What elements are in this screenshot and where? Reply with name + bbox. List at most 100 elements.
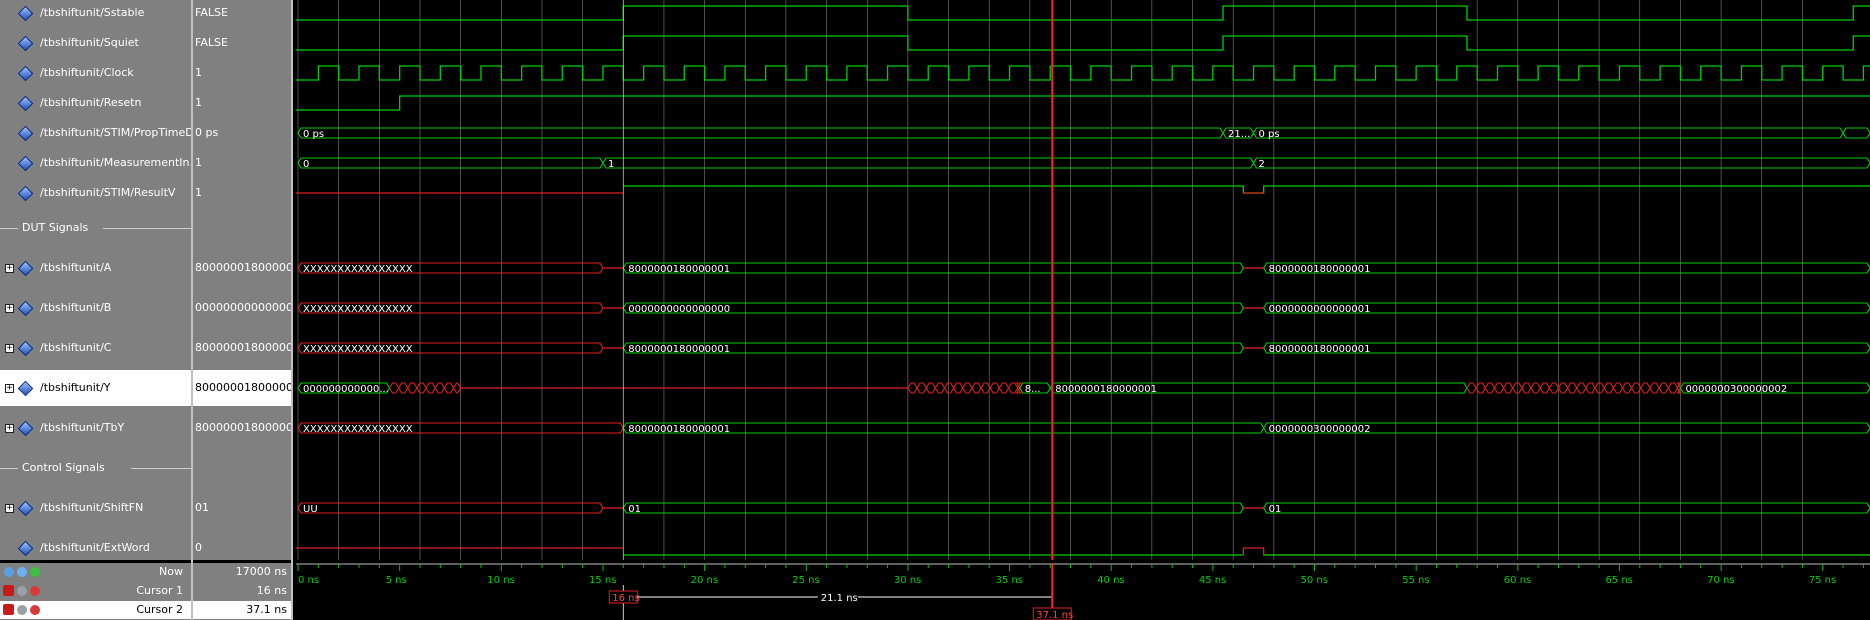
bus-segment [1263,422,1870,434]
bus-segment [1548,382,1560,394]
bus-value: 0000000300000002 [1269,424,1371,435]
bit-waveform [296,35,1870,51]
ruler-label: 70 ns [1707,575,1734,586]
signal-row[interactable]: + /tbshiftunit/C [0,337,191,359]
signal-row[interactable]: + /tbshiftunit/B [0,297,191,319]
signal-name: /tbshiftunit/Y [40,381,111,394]
bus-segment [1512,382,1523,394]
bus-segment [1576,382,1587,394]
bus-segment [998,382,1010,394]
ruler-label: 35 ns [996,575,1023,586]
bus-value: 2 [1259,159,1265,170]
expand-icon[interactable]: + [5,263,14,273]
bus-segment [425,382,436,394]
bus-segment [1521,382,1532,394]
signal-row[interactable]: /tbshiftunit/MeasurementIn... [0,152,191,174]
signal-value: 8000000180000001 [195,421,291,434]
signal-value: 1 [195,96,202,109]
signal-name: /tbshiftunit/Clock [40,66,134,79]
bus-segment [452,382,462,394]
signal-row[interactable]: + /tbshiftunit/ShiftFN [0,497,191,519]
expand-icon[interactable]: + [5,343,14,353]
bus-segment [980,382,991,394]
bus-segment [1621,382,1633,394]
bus-segment [1667,382,1679,394]
signal-name: /tbshiftunit/A [40,261,112,274]
cursor1-row[interactable]: Cursor 1 [0,582,191,600]
ruler-label: 10 ns [487,575,514,586]
signal-row[interactable]: + /tbshiftunit/Y [0,370,191,406]
cursor2-row[interactable]: Cursor 2 [0,601,191,619]
signal-row[interactable]: /tbshiftunit/Sstable [0,2,191,24]
signal-diamond-icon [17,185,34,202]
bus-value: XXXXXXXXXXXXXXXX [303,304,413,315]
signal-row[interactable]: + /tbshiftunit/TbY [0,417,191,439]
signal-row[interactable]: /tbshiftunit/Clock [0,62,191,84]
signal-row[interactable]: /tbshiftunit/STIM/ResultV [0,182,191,204]
signal-value: FALSE [195,6,228,19]
bus-segment [1475,382,1486,394]
ruler-label: 0 ns [298,575,319,586]
cursor2-tag: 37.1 ns [1036,610,1073,620]
ruler-label: 25 ns [792,575,819,586]
bus-value: 8000000180000001 [1269,344,1371,355]
signal-value: 0 [195,541,202,554]
remove-cursor-icon[interactable] [30,605,40,615]
bit-waveform [296,95,1870,111]
signal-row[interactable]: /tbshiftunit/STIM/PropTimeD... [0,122,191,144]
add-cursor-icon[interactable] [17,567,27,577]
signal-diamond-icon [17,155,34,172]
time-ruler[interactable]: 0 ns 5 ns 10 ns 15 ns 20 ns 25 ns 30 ns 35 ns 40… [296,563,1870,620]
bus-segment [1252,127,1844,139]
bus-value: 8000000180000001 [628,424,730,435]
expand-icon[interactable]: + [5,303,14,313]
lock-icon[interactable] [3,604,14,615]
bus-segment [925,382,936,394]
signal-value: FALSE [195,36,228,49]
signal-name: /tbshiftunit/ShiftFN [40,501,144,514]
bus-segment [1566,382,1578,394]
bus-value: 0000000300000002 [1685,384,1787,395]
bus-segment [1631,382,1642,394]
signal-diamond-icon [17,380,34,397]
bus-value: 8000000180000001 [1269,264,1371,275]
signal-row[interactable]: /tbshiftunit/Resetn [0,92,191,114]
ruler-label: 60 ns [1504,575,1531,586]
bus-segment [934,382,946,394]
expand-icon[interactable]: + [5,503,14,513]
wrench-icon[interactable] [17,605,27,615]
remove-cursor-icon[interactable] [30,586,40,596]
signal-name: /tbshiftunit/C [40,341,112,354]
bus-segment [1594,382,1605,394]
bus-segment [943,382,955,394]
lock-icon[interactable] [3,585,14,596]
signal-row[interactable]: + /tbshiftunit/A [0,257,191,279]
bus-segment [622,502,1244,514]
signal-row[interactable]: /tbshiftunit/Squiet [0,32,191,54]
wrench-icon[interactable] [17,586,27,596]
bus-value: 8000000180000001 [628,344,730,355]
bus-segment [1263,302,1870,314]
bus-segment [1557,382,1569,394]
divider-row[interactable]: DUT Signals [0,220,191,236]
now-value-row: 17000 ns [193,563,291,581]
pane-splitter-2[interactable] [291,0,293,620]
bus-segment [916,382,927,394]
ruler-label: 55 ns [1402,575,1429,586]
bus-value: XXXXXXXXXXXXXXXX [303,264,413,275]
signal-value: 8000000180000001 [195,261,291,274]
wave-icon[interactable] [4,567,14,577]
add-icon[interactable] [30,567,40,577]
signal-value: 1 [195,66,202,79]
ruler-label: 15 ns [589,575,616,586]
divider-row[interactable]: Control Signals [0,460,191,476]
bus-value: 000000000000... [303,384,389,395]
pane-splitter-1[interactable] [191,0,193,620]
bus-segment [1007,382,1019,394]
signal-name: /tbshiftunit/B [40,301,112,314]
signal-row[interactable]: /tbshiftunit/ExtWord [0,537,191,559]
expand-icon[interactable]: + [5,423,14,433]
expand-icon[interactable]: + [5,383,14,393]
cursor1-label: Cursor 1 [136,584,183,597]
